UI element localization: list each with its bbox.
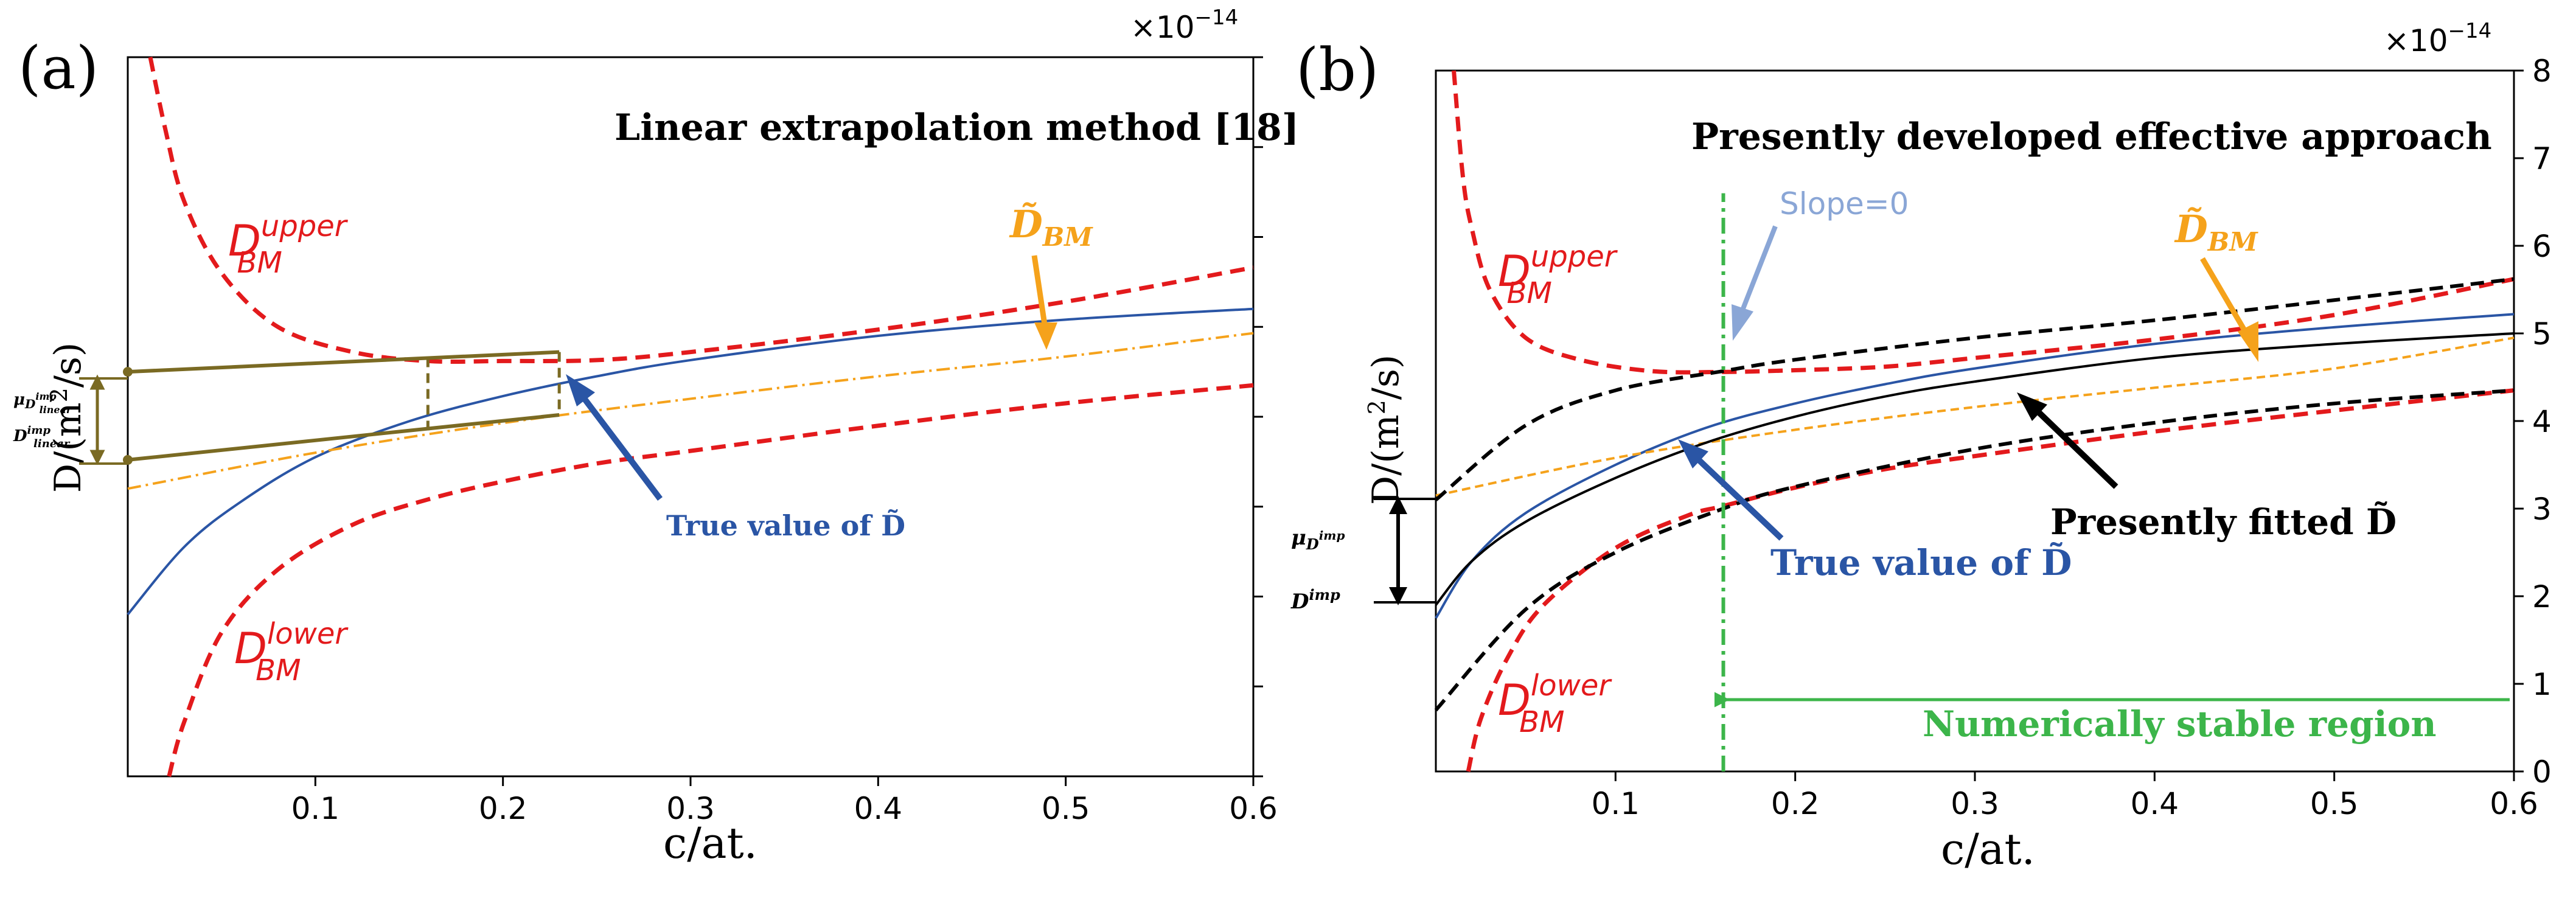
panel-b-fitted-arrowhead [2017, 392, 2047, 421]
panel-a-series-true-value-of-d [127, 307, 1254, 616]
x-tick-label: 0.4 [854, 791, 903, 826]
y-tick-label: 2 [2532, 579, 2552, 614]
panel-b-stable-label: Numerically stable region [1923, 703, 2437, 745]
y-tick-label: 6 [2532, 229, 2552, 264]
x-tick-label: 0.1 [1592, 786, 1640, 821]
panel-a-dbm-arrow [1031, 255, 1048, 329]
x-tick-label: 0.3 [666, 791, 715, 826]
panel-a-ticks: 0.1 0.2 0.3 0.4 0.5 0.6 [291, 56, 1278, 826]
x-tick-label: 0.3 [1951, 786, 1999, 821]
panel-a-method-title: Linear extrapolation method [18] [614, 106, 1299, 149]
panel-a-lower-label: Dlower BM [234, 617, 349, 687]
panel-a: 0.1 0.2 0.3 0.4 0.5 0.6 (a) ×10−14 Linear ext… [13, 5, 1299, 868]
x-tick-label: 0.2 [1771, 786, 1820, 821]
panel-b-exponent: ×10−14 [2384, 19, 2491, 58]
panel-b-dbm-arrowhead [2238, 321, 2258, 362]
y-tick-label: 8 [2532, 54, 2552, 89]
panel-b-slope-arrow [1738, 225, 1778, 318]
panel-b-method-title: Presently developed effective approach [1691, 116, 2492, 158]
panel-b-true-label: True value of D̃ [1770, 541, 2072, 583]
panel-b-label: (b) [1296, 36, 1379, 104]
x-tick-label: 0.4 [2131, 786, 2179, 821]
panel-a-mu-label: μDimp linear [13, 391, 72, 416]
panel-a-upper-label: Dupper BM [228, 209, 349, 280]
panel-b-series-d-bm [1435, 336, 2515, 497]
y-tick-label: 0 [2532, 754, 2552, 790]
panel-a-series-d-bm-lower [167, 383, 1254, 777]
panel-a-true-arrow [580, 394, 663, 501]
x-tick-label: 0.1 [291, 791, 340, 826]
x-tick-label: 0.5 [1042, 791, 1090, 826]
panel-a-dbm-label: D̃BM [1009, 202, 1093, 252]
panel-b-dbm-arrow [2200, 257, 2252, 341]
panel-b-series [1434, 70, 2515, 772]
x-tick-label: 0.6 [1229, 791, 1278, 826]
panel-b-ticks: 0.1 0.2 0.3 0.4 0.5 0.60 1 2 3 4 5 6 7 8 [1592, 54, 2552, 821]
x-tick-label: 0.2 [479, 791, 527, 826]
panel-b-series-fitted-upper-bound [1435, 277, 2515, 501]
panel-a-dimp-label: Dimp linear [13, 424, 71, 450]
panel-b-slope-label: Slope=0 [1780, 186, 1909, 221]
panel-b-dbm-label: D̃BM [2174, 207, 2258, 257]
panel-b-series-fitted-lower-bound [1434, 388, 2515, 712]
panel-a-xlabel: c/at. [663, 818, 757, 868]
panel-b-mu-label: μDimp [1291, 526, 1345, 553]
panel-a-fit-endpoint-marker [123, 454, 133, 465]
panel-b-series-true-value-of-d [1435, 313, 2515, 619]
x-tick-label: 0.6 [2490, 786, 2538, 821]
panel-a-label: (a) [18, 34, 99, 102]
panel-a-series-d-bm-upper [148, 57, 1254, 364]
panel-a-true-label: True value of D̃ [666, 509, 905, 542]
panel-b-plot-frame [1435, 69, 2515, 773]
x-tick-label: 0.5 [2310, 786, 2359, 821]
panel-b-true-arrow [1694, 455, 1784, 541]
y-tick-label: 3 [2532, 492, 2552, 527]
panel-a-ylabel: D/(m2/s) [46, 343, 89, 493]
panel-a-dbm-arrowhead [1034, 322, 1057, 350]
panel-b-series-d-bm-upper [1452, 70, 2515, 375]
panel-b-fitted-arrow [2033, 406, 2118, 489]
panel-b-true-arrowhead [1678, 439, 1708, 468]
panel-a-series-upper-linear-fit [127, 350, 560, 374]
y-tick-label: 7 [2532, 141, 2552, 176]
panel-b-fitted-label: Presently fitted D̃ [2050, 501, 2397, 543]
panel-a-series-d-bm [127, 332, 1254, 490]
y-tick-label: 4 [2532, 404, 2552, 439]
panel-a-true-arrowhead [566, 374, 595, 406]
panel-b-lower-label: Dlower BM [1498, 669, 1612, 739]
panel-b-ylabel: D/(m2/s) [1363, 355, 1407, 505]
panel-b-series-d-bm-lower [1466, 388, 2515, 772]
panel-b: 0.1 0.2 0.3 0.4 0.5 0.60 1 2 3 4 5 6 7 8 (b) ×10−14 P… [1290, 19, 2552, 874]
y-tick-label: 5 [2532, 316, 2552, 352]
panel-b-xlabel: c/at. [1941, 824, 2035, 874]
panel-b-series-presently-fitted-d [1435, 332, 2515, 606]
panel-b-dimp-label: Dimp [1290, 586, 1340, 614]
panel-a-series [123, 57, 1254, 777]
panel-a-fit-endpoint-marker [123, 367, 133, 377]
panel-b-upper-label: Dupper BM [1498, 240, 1618, 310]
panel-a-series-lower-linear-fit [127, 413, 560, 462]
panel-a-exponent: ×10−14 [1130, 5, 1238, 45]
panel-b-slope-arrowhead [1732, 304, 1753, 341]
y-tick-label: 1 [2532, 667, 2552, 702]
